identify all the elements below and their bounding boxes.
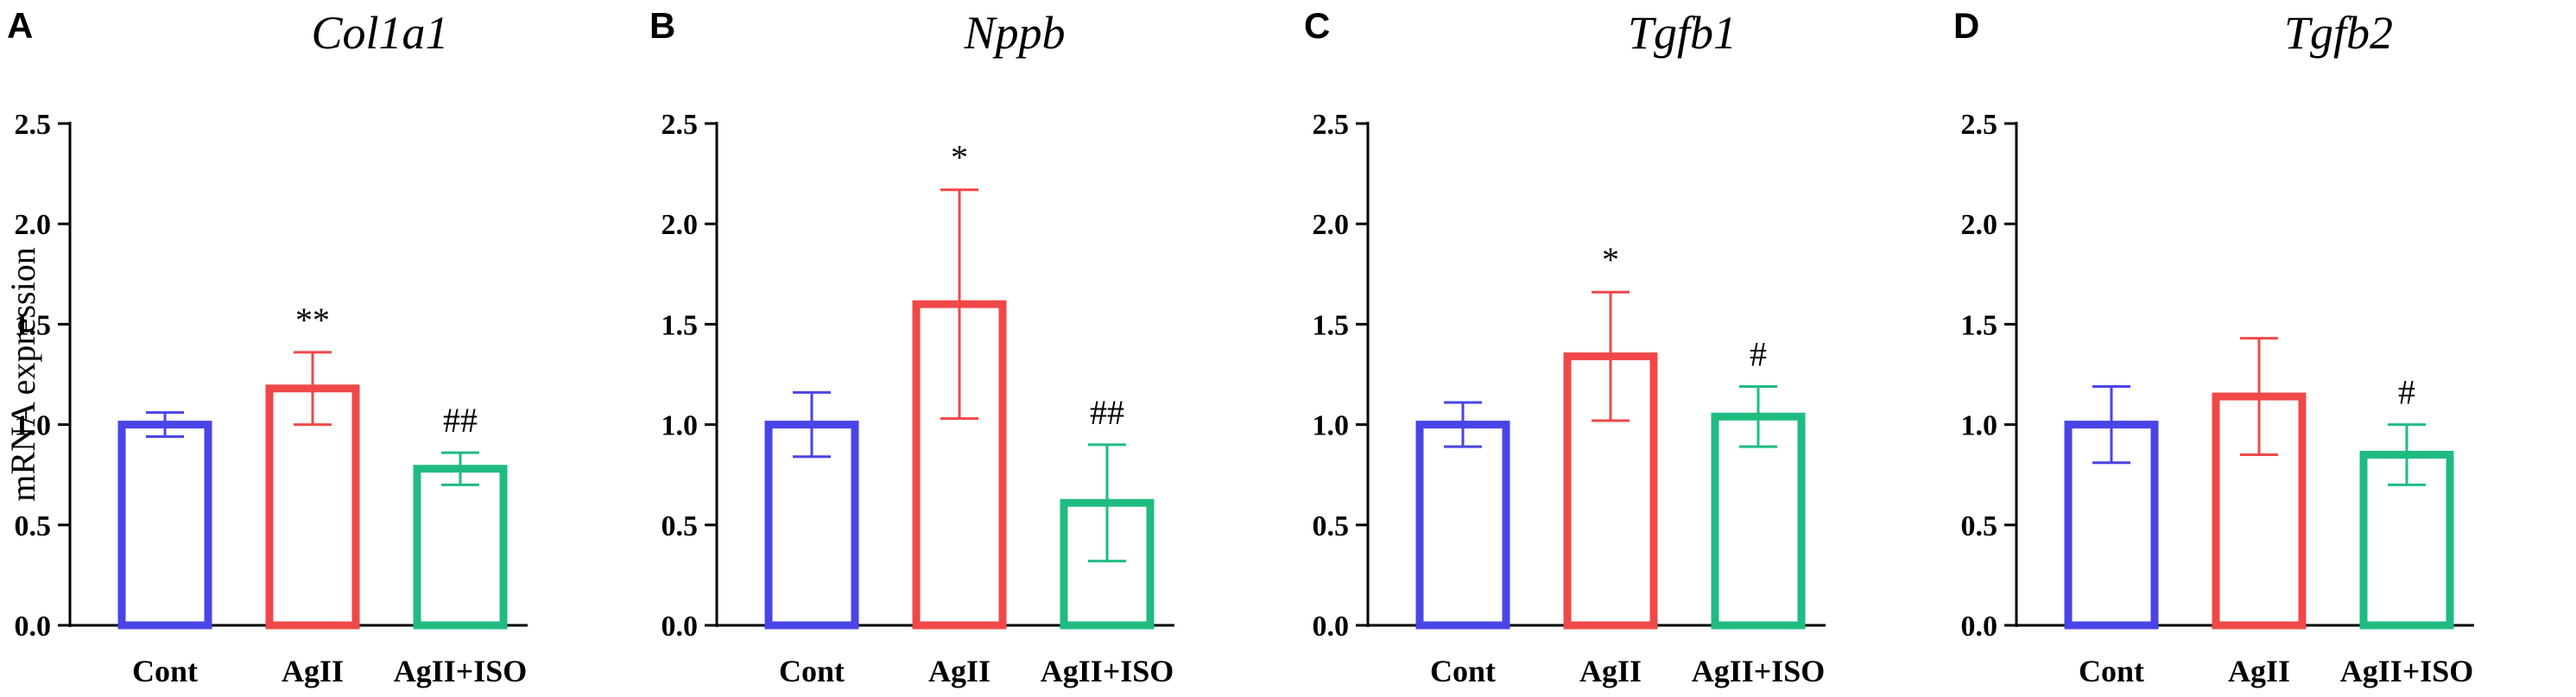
y-tick-label: 2.5 bbox=[15, 109, 52, 141]
y-tick-label: 0.5 bbox=[15, 510, 52, 542]
bar bbox=[1060, 498, 1155, 630]
category-label: AgII+ISO bbox=[2340, 654, 2474, 688]
y-tick-label: 0.0 bbox=[15, 611, 52, 643]
bar bbox=[2064, 421, 2159, 630]
y-tick-label: 0.5 bbox=[1961, 510, 1998, 542]
bar bbox=[2212, 392, 2307, 630]
y-tick-label: 1.5 bbox=[15, 309, 52, 341]
y-tick-label: 2.5 bbox=[661, 109, 699, 141]
significance-annotation: ** bbox=[295, 301, 330, 339]
y-tick-label: 1.0 bbox=[15, 410, 52, 442]
y-tick-label: 2.5 bbox=[1313, 109, 1350, 141]
significance-annotation: ## bbox=[443, 401, 478, 440]
y-axis-label: mRNA expression bbox=[3, 247, 42, 501]
bar bbox=[117, 421, 212, 630]
y-tick-label: 1.0 bbox=[1961, 410, 1998, 442]
y-tick-label: 2.0 bbox=[15, 209, 52, 241]
panel-title: Tgfb1 bbox=[1628, 7, 1737, 59]
significance-annotation: * bbox=[1602, 240, 1619, 279]
panel-title: Tgfb2 bbox=[2284, 7, 2393, 59]
bar bbox=[265, 384, 360, 630]
y-tick-label: 2.0 bbox=[1313, 209, 1350, 241]
significance-annotation: ## bbox=[1090, 393, 1124, 432]
y-tick-label: 2.0 bbox=[661, 209, 699, 241]
y-tick-label: 0.0 bbox=[661, 611, 699, 643]
bar bbox=[1711, 412, 1806, 630]
panel-letter: C bbox=[1304, 5, 1330, 46]
y-tick-label: 1.5 bbox=[1961, 309, 1998, 341]
panel-title: Col1a1 bbox=[311, 7, 448, 59]
category-label: Cont bbox=[132, 654, 198, 688]
y-tick-label: 1.5 bbox=[1313, 309, 1350, 341]
significance-annotation: # bbox=[2398, 373, 2415, 412]
y-tick-label: 1.0 bbox=[1313, 410, 1350, 442]
bar bbox=[413, 465, 508, 630]
bar bbox=[764, 421, 859, 630]
category-label: AgII bbox=[282, 654, 344, 688]
bar bbox=[1563, 352, 1658, 630]
panel-letter: A bbox=[7, 5, 33, 46]
y-tick-label: 0.5 bbox=[661, 510, 699, 542]
y-tick-label: 2.5 bbox=[1961, 109, 1998, 141]
significance-annotation: * bbox=[951, 138, 968, 177]
category-label: Cont bbox=[779, 654, 845, 688]
y-tick-label: 0.0 bbox=[1313, 611, 1350, 643]
category-label: AgII bbox=[928, 654, 991, 688]
category-label: Cont bbox=[1430, 654, 1496, 688]
category-label: AgII+ISO bbox=[394, 654, 528, 688]
category-label: AgII bbox=[2228, 654, 2290, 688]
y-tick-label: 1.0 bbox=[661, 410, 699, 442]
y-tick-label: 0.5 bbox=[1313, 510, 1350, 542]
bar bbox=[912, 300, 1007, 630]
panel-title: Nppb bbox=[963, 7, 1065, 59]
category-label: AgII bbox=[1579, 654, 1642, 688]
category-label: AgII+ISO bbox=[1041, 654, 1174, 688]
panel-letter: D bbox=[1953, 5, 1979, 46]
significance-annotation: # bbox=[1750, 334, 1767, 373]
y-tick-label: 0.0 bbox=[1961, 611, 1998, 643]
y-tick-label: 1.5 bbox=[661, 309, 699, 341]
category-label: Cont bbox=[2079, 654, 2144, 688]
category-label: AgII+ISO bbox=[1692, 654, 1826, 688]
bar bbox=[1415, 421, 1510, 630]
bar bbox=[2359, 450, 2454, 630]
panel-letter: B bbox=[649, 5, 675, 46]
y-tick-label: 2.0 bbox=[1961, 209, 1998, 241]
